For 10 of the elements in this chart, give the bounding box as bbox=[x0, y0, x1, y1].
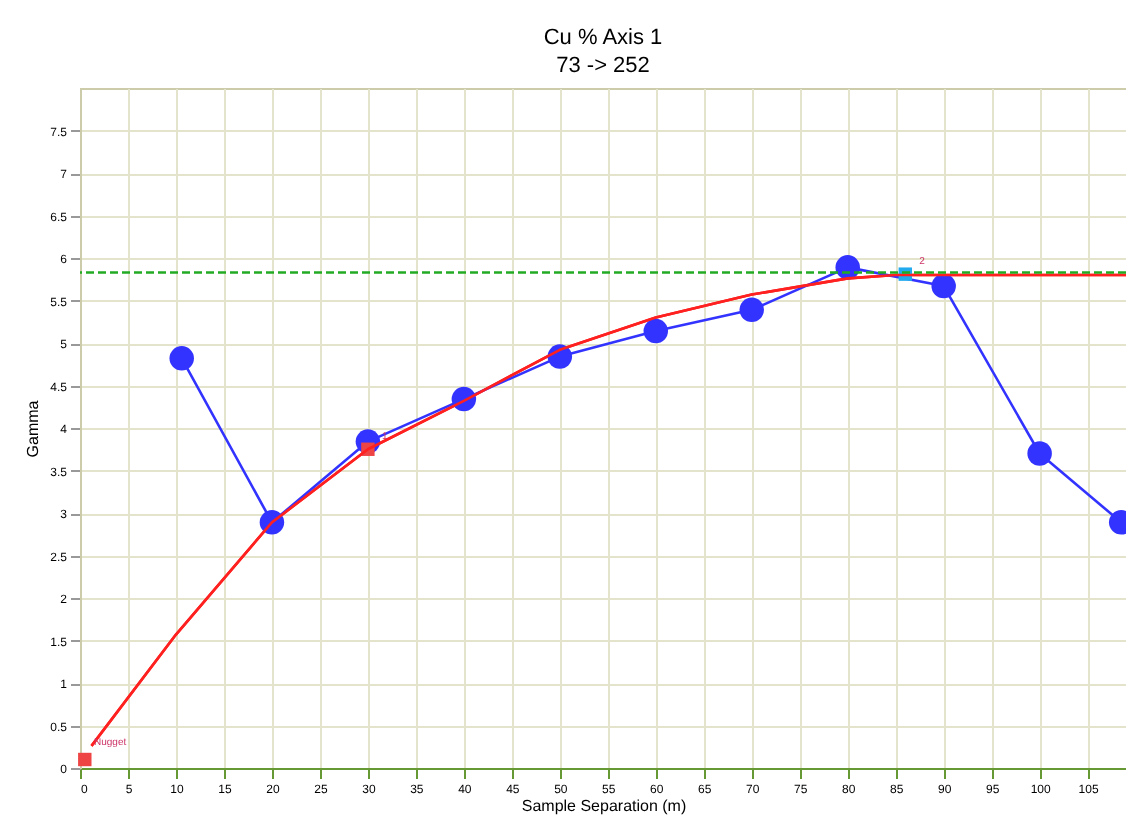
point bbox=[78, 752, 92, 767]
point bbox=[643, 318, 669, 344]
point bbox=[739, 297, 764, 323]
x-axis-title: Sample Separation (m) bbox=[521, 797, 687, 815]
chart-subtitle: 73 -> 252 bbox=[556, 54, 650, 78]
point bbox=[169, 346, 194, 371]
point bbox=[931, 273, 956, 299]
y-axis-title: Gamma bbox=[24, 399, 43, 458]
point bbox=[1027, 441, 1052, 466]
chart-title: Cu % Axis 1 bbox=[543, 26, 663, 50]
